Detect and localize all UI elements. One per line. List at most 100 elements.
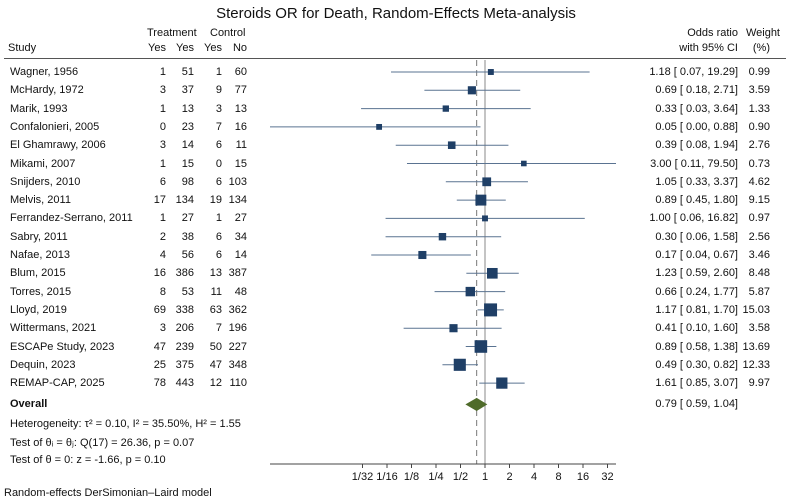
control-no-count: 60 bbox=[234, 66, 247, 78]
study-name: Wittermans, 2021 bbox=[10, 322, 97, 335]
weight-text: 2.56 bbox=[748, 230, 770, 243]
treatment-yes-count: 3 bbox=[159, 322, 166, 335]
control-yes-count: 7 bbox=[215, 120, 222, 133]
control-no-count: 227 bbox=[228, 340, 247, 353]
control-no-count: 34 bbox=[234, 230, 247, 243]
treatment-no-count: 37 bbox=[181, 84, 194, 97]
weight-text: 0.97 bbox=[748, 212, 770, 225]
overall-ci-text: 0.79 [ 0.59, 1.04] bbox=[655, 398, 738, 411]
point-estimate-marker bbox=[486, 267, 498, 279]
overall-label: Overall bbox=[10, 398, 48, 411]
study-name: Dequin, 2023 bbox=[10, 358, 76, 371]
control-yes-count: 50 bbox=[209, 340, 222, 353]
study-name: Nafae, 2013 bbox=[10, 249, 70, 261]
control-no-count: 11 bbox=[235, 139, 247, 152]
control-no-count: 13 bbox=[234, 102, 247, 115]
treatment-yes-count: 3 bbox=[159, 139, 166, 152]
treatment-no-count: 53 bbox=[181, 285, 194, 298]
odds-ratio-ci-text: 0.33 [ 0.03, 3.64] bbox=[655, 102, 738, 115]
control-no-count: 103 bbox=[228, 175, 247, 188]
chart-title: Steroids OR for Death, Random-Effects Me… bbox=[216, 5, 576, 22]
odds-ratio-ci-text: 0.49 [ 0.30, 0.82] bbox=[655, 358, 738, 371]
study-name: Blum, 2015 bbox=[10, 267, 66, 280]
point-estimate-marker bbox=[467, 86, 476, 95]
point-estimate-marker bbox=[474, 340, 488, 353]
x-tick-label: 1/2 bbox=[453, 471, 468, 483]
x-tick-label: 1/16 bbox=[376, 471, 397, 483]
odds-ratio-ci-text: 0.89 [ 0.58, 1.38] bbox=[655, 340, 738, 353]
control-yes-count: 11 bbox=[210, 285, 222, 298]
weight-text: 0.99 bbox=[748, 66, 770, 78]
treatment-no-count: 14 bbox=[181, 139, 194, 152]
control-no-count: 348 bbox=[228, 358, 247, 371]
weight-text: 9.15 bbox=[748, 194, 770, 207]
weight-text: 4.62 bbox=[748, 175, 770, 188]
treatment-yes-count: 8 bbox=[159, 285, 166, 298]
point-estimate-marker bbox=[484, 303, 498, 317]
weight-text: 13.69 bbox=[742, 340, 770, 353]
treatment-no-count: 134 bbox=[175, 194, 194, 207]
treatment-no-count: 23 bbox=[181, 120, 194, 133]
control-yes-count: 6 bbox=[215, 175, 222, 188]
point-estimate-marker bbox=[487, 69, 494, 75]
control-yes-count: 47 bbox=[209, 358, 222, 371]
control-no-count: 77 bbox=[234, 84, 247, 97]
study-header: Study bbox=[8, 42, 37, 54]
weight-text: 15.03 bbox=[742, 303, 770, 316]
treatment-yes-count: 47 bbox=[153, 340, 166, 353]
odds-ratio-ci-text: 0.41 [ 0.10, 1.60] bbox=[655, 322, 738, 335]
point-estimate-marker bbox=[438, 232, 447, 241]
study-name: McHardy, 1972 bbox=[10, 84, 84, 97]
control-yes-count: 13 bbox=[209, 267, 222, 280]
odds-ratio-ci-text: 1.18 [ 0.07, 19.29] bbox=[649, 66, 738, 78]
control-yes-count: 6 bbox=[215, 249, 222, 261]
weight-text: 9.97 bbox=[748, 377, 770, 390]
weight-text: 0.73 bbox=[748, 157, 770, 170]
treatment-yes-count: 78 bbox=[153, 377, 166, 390]
control-yes-count: 19 bbox=[209, 194, 222, 207]
study-name: Sabry, 2011 bbox=[10, 230, 68, 243]
heterogeneity-stats: Heterogeneity: τ² = 0.10, I² = 35.50%, H… bbox=[10, 418, 241, 431]
control-no-count: 387 bbox=[228, 267, 247, 280]
weight-text: 3.58 bbox=[748, 322, 770, 335]
point-estimate-marker bbox=[482, 177, 492, 187]
header-rule bbox=[4, 58, 786, 59]
treatment-yes-count: 3 bbox=[159, 84, 166, 97]
control-yes-count: 3 bbox=[215, 102, 222, 115]
treatment-no-count: 375 bbox=[175, 358, 194, 371]
odds-ratio-ci-text: 0.05 [ 0.00, 0.88] bbox=[655, 120, 738, 133]
x-tick-label: 1/8 bbox=[404, 471, 419, 483]
odds-ratio-ci-text: 1.61 [ 0.85, 3.07] bbox=[655, 377, 738, 390]
treatment-no-count: 38 bbox=[181, 230, 194, 243]
x-tick-label: 8 bbox=[555, 471, 561, 483]
treatment-yes-count: 16 bbox=[153, 267, 166, 280]
model-footnote: Random-effects DerSimonian–Laird model bbox=[4, 487, 212, 499]
study-name: Torres, 2015 bbox=[10, 285, 72, 298]
odds-ratio-ci-text: 0.39 [ 0.08, 1.94] bbox=[655, 139, 738, 152]
study-name: Ferrandez-Serrano, 2011 bbox=[10, 212, 133, 225]
x-tick-label: 4 bbox=[531, 471, 537, 483]
odds-ratio-ci-text: 0.17 [ 0.04, 0.67] bbox=[655, 249, 738, 261]
control-no-count: 110 bbox=[229, 377, 247, 390]
point-estimate-marker bbox=[449, 324, 458, 333]
study-name: Confalonieri, 2005 bbox=[10, 120, 100, 133]
point-estimate-marker bbox=[482, 215, 488, 222]
point-estimate-marker bbox=[447, 141, 456, 149]
control-yes-count: 1 bbox=[215, 66, 222, 78]
treatment-yes-count: 2 bbox=[159, 230, 166, 243]
study-name: ESCAPe Study, 2023 bbox=[10, 340, 115, 353]
control-yes-count: 6 bbox=[215, 230, 222, 243]
weight-text: 3.46 bbox=[748, 249, 770, 261]
treatment-yes-count: 1 bbox=[159, 102, 166, 115]
x-tick-label: 1 bbox=[482, 471, 488, 483]
odds-ratio-ci-text: 1.23 [ 0.59, 2.60] bbox=[655, 267, 738, 280]
overall-diamond bbox=[465, 397, 488, 411]
control-no-count: 14 bbox=[234, 249, 247, 261]
or-header-2: with 95% CI bbox=[679, 42, 738, 54]
odds-ratio-ci-text: 0.69 [ 0.18, 2.71] bbox=[655, 84, 738, 97]
x-tick-label: 1/4 bbox=[428, 471, 443, 483]
study-name: Wagner, 1956 bbox=[10, 66, 79, 78]
point-estimate-marker bbox=[376, 123, 383, 130]
x-tick-label: 1/32 bbox=[352, 471, 373, 483]
treatment-no-count: 15 bbox=[181, 157, 194, 170]
